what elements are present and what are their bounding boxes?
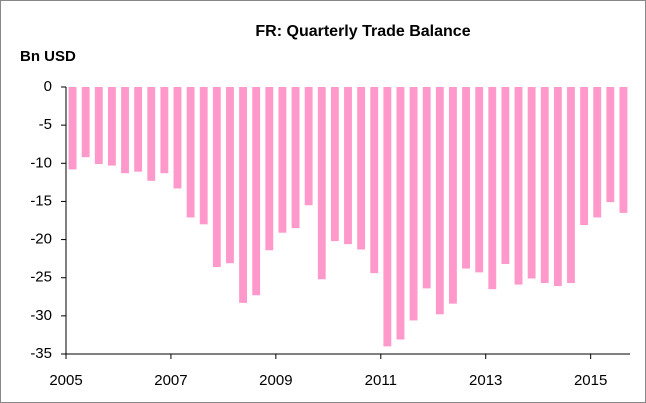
- bar: [147, 87, 156, 181]
- bar: [462, 87, 470, 269]
- bar: [160, 87, 169, 174]
- bar: [212, 87, 221, 268]
- x-tick-label: 2007: [154, 372, 187, 389]
- bar: [422, 87, 431, 289]
- bar: [580, 87, 589, 226]
- x-tick-label: 2015: [574, 372, 607, 389]
- bar: [448, 87, 457, 304]
- bar: [94, 87, 103, 165]
- bar: [291, 87, 300, 229]
- y-tick-label: -35: [30, 345, 52, 362]
- bar: [265, 87, 274, 251]
- bar: [357, 87, 366, 250]
- bar: [527, 87, 536, 279]
- bar: [252, 87, 261, 296]
- chart-title: FR: Quarterly Trade Balance: [255, 23, 470, 40]
- bar: [278, 87, 287, 233]
- bar: [514, 87, 523, 285]
- bar: [593, 87, 602, 218]
- bar: [370, 87, 379, 274]
- bar: [540, 87, 549, 284]
- bar: [330, 87, 339, 242]
- y-tick-label: -20: [30, 231, 52, 248]
- x-tick-label: 2009: [259, 372, 292, 389]
- bar: [121, 87, 129, 174]
- y-tick-label: 0: [44, 78, 52, 95]
- y-tick-label: -10: [30, 154, 52, 171]
- x-tick-label: 2005: [49, 372, 82, 389]
- bar: [606, 87, 615, 203]
- bar: [553, 87, 562, 287]
- y-tick-label: -15: [30, 192, 52, 209]
- bar: [239, 87, 248, 303]
- bar: [475, 87, 484, 273]
- bar: [199, 87, 208, 225]
- bar: [81, 87, 90, 158]
- bar: [186, 87, 195, 218]
- y-tick-label: -25: [30, 269, 52, 286]
- bar: [488, 87, 497, 290]
- bar: [344, 87, 352, 245]
- bar: [619, 87, 628, 213]
- bar: [173, 87, 182, 189]
- bar: [567, 87, 575, 284]
- x-tick-label: 2011: [365, 372, 397, 389]
- y-tick-label: -5: [39, 116, 52, 133]
- bar: [107, 87, 116, 166]
- bar: [396, 87, 405, 340]
- bar: [501, 87, 510, 264]
- bar: [134, 87, 143, 172]
- y-axis-label: Bn USD: [20, 48, 76, 65]
- bar: [68, 87, 77, 170]
- bar: [317, 87, 326, 280]
- bar: [226, 87, 234, 264]
- bar: [383, 87, 392, 347]
- bar: [409, 87, 418, 321]
- x-tick-label: 2013: [469, 372, 502, 389]
- bar: [435, 87, 444, 315]
- bar: [304, 87, 313, 206]
- y-tick-label: -30: [30, 307, 52, 324]
